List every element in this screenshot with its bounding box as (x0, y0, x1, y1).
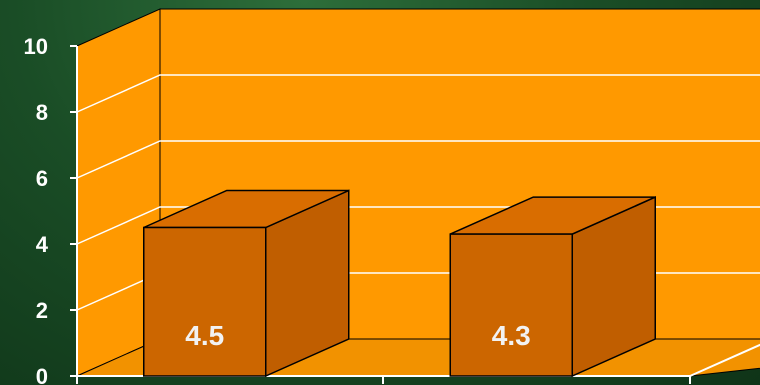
x-axis-depth-line (689, 343, 760, 377)
gridline (76, 140, 760, 179)
y-tick-label: 8 (36, 100, 48, 125)
bar (449, 233, 573, 377)
data-label: 4.3 (492, 320, 531, 351)
y-tick-label: 2 (36, 298, 48, 323)
y-tick-label: 6 (36, 166, 48, 191)
gridline (76, 74, 760, 113)
bar (143, 226, 267, 377)
y-tick-label: 0 (36, 364, 48, 385)
data-label: 4.5 (185, 320, 224, 351)
y-tick-label: 4 (36, 232, 49, 257)
y-axis-ticks: 0 2 4 6 8 10 (24, 34, 77, 385)
bars (143, 189, 656, 378)
y-tick-label: 10 (24, 34, 48, 59)
data-labels: 4.5 4.3 (185, 320, 530, 351)
